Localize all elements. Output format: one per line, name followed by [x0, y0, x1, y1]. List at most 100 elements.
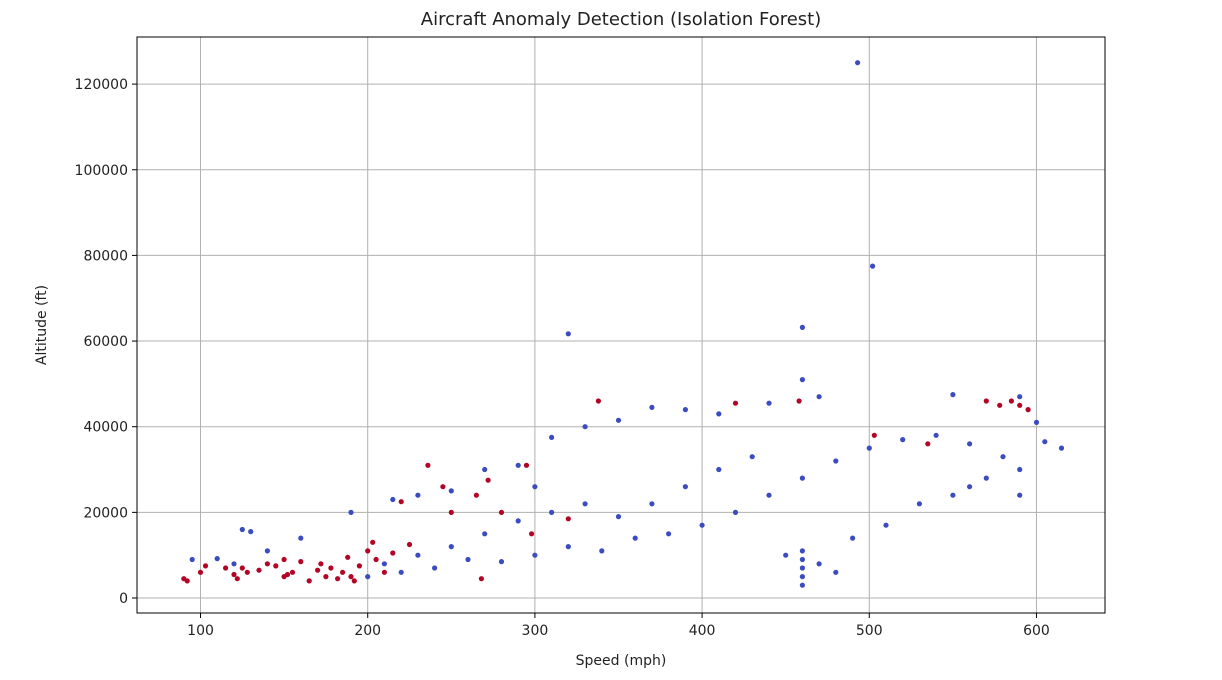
normal-data-point [766, 492, 772, 498]
anomaly-data-point [289, 569, 296, 575]
anomaly-data-point [335, 576, 341, 582]
anomaly-data-point [1025, 407, 1031, 413]
normal-data-point [916, 501, 923, 507]
normal-data-point [855, 60, 861, 66]
anomaly-data-point [273, 563, 279, 569]
normal-data-point [983, 475, 989, 481]
normal-data-point [766, 400, 772, 406]
normal-data-point [565, 331, 571, 337]
normal-data-point [870, 263, 876, 269]
anomaly-data-point [231, 571, 237, 578]
x-tick-label: 200 [354, 623, 381, 639]
normal-data-point [799, 475, 806, 481]
anomaly-data-point [351, 578, 357, 584]
normal-data-point [883, 522, 889, 528]
normal-data-point [264, 548, 270, 554]
anomaly-data-point [298, 559, 304, 565]
anomaly-data-point [398, 499, 404, 505]
anomaly-data-point [306, 578, 312, 584]
normal-data-point [381, 561, 387, 567]
anomaly-data-point [390, 550, 396, 556]
normal-data-point [799, 574, 806, 580]
anomaly-data-point [478, 576, 484, 582]
anomaly-data-point [565, 516, 571, 522]
normal-data-point [666, 531, 672, 537]
anomaly-data-point [197, 569, 204, 575]
normal-data-point [799, 582, 806, 588]
anomaly-data-point [370, 539, 376, 545]
normal-data-point [682, 407, 689, 413]
anomaly-data-point [485, 477, 491, 483]
normal-data-point [816, 561, 822, 567]
anomaly-data-point [202, 563, 209, 569]
normal-data-point [682, 484, 689, 490]
anomaly-data-point [796, 398, 802, 404]
anomaly-data-point [871, 432, 877, 438]
normal-data-point [716, 411, 722, 417]
normal-data-point [482, 466, 488, 473]
normal-data-point [799, 377, 806, 383]
normal-data-point [615, 417, 622, 423]
y-tick-label: 80000 [83, 248, 128, 264]
x-tick-label: 600 [1023, 623, 1050, 639]
normal-data-point [967, 441, 973, 447]
normal-data-point [900, 437, 906, 443]
anomaly-data-point [318, 561, 324, 567]
normal-data-point [799, 548, 806, 554]
normal-data-point [816, 394, 822, 400]
normal-data-point [716, 466, 722, 473]
normal-data-point [415, 492, 421, 498]
anomaly-data-point [256, 567, 262, 573]
y-tick-label: 120000 [75, 77, 128, 93]
anomaly-data-point [473, 492, 479, 498]
anomaly-data-point [239, 565, 245, 571]
normal-data-point [231, 561, 237, 567]
anomaly-data-point [340, 569, 346, 575]
anomaly-data-point [345, 554, 351, 560]
anomaly-data-point [498, 509, 505, 515]
normal-data-point [833, 458, 839, 464]
normal-data-point [799, 324, 806, 330]
x-axis-ticks: 100 200 300 400 500 600 [187, 613, 1050, 639]
normal-data-point [1058, 445, 1065, 451]
normal-data-point [582, 501, 588, 507]
y-tick-label: 60000 [83, 334, 128, 350]
normal-data-point [632, 535, 638, 541]
normal-data-point [432, 565, 438, 571]
anomaly-data-point [328, 565, 334, 571]
normal-data-point [348, 509, 354, 515]
normal-data-point [214, 556, 220, 562]
normal-data-point [565, 544, 571, 550]
normal-data-point [298, 535, 304, 541]
anomaly-data-point [523, 462, 530, 468]
normal-data-point [950, 392, 956, 398]
anomaly-data-point [997, 402, 1003, 408]
x-tick-label: 500 [856, 623, 883, 639]
normal-data-point [1017, 466, 1023, 473]
normal-data-point [599, 548, 605, 554]
anomaly-data-point [425, 462, 431, 468]
normal-data-point [749, 454, 755, 460]
y-tick-label: 0 [119, 591, 128, 607]
normal-data-point [532, 484, 538, 490]
normal-data-point [850, 535, 856, 541]
anomaly-data-point [244, 569, 250, 575]
normal-data-point [465, 556, 471, 563]
normal-data-point [448, 488, 454, 494]
normal-data-point [582, 424, 588, 430]
x-tick-label: 400 [689, 623, 716, 639]
anomaly-data-point [348, 574, 354, 580]
normal-data-point [783, 552, 789, 558]
anomaly-data-point [595, 398, 602, 404]
normal-data-point [415, 552, 421, 558]
normal-data-point [532, 552, 538, 558]
anomaly-data-point [281, 556, 287, 563]
normal-data-point [866, 445, 872, 451]
normal-data-point [498, 559, 505, 565]
normal-data-point [799, 565, 806, 571]
normal-data-point [950, 492, 956, 498]
normal-data-point [1033, 419, 1040, 425]
normal-data-point [448, 544, 454, 550]
